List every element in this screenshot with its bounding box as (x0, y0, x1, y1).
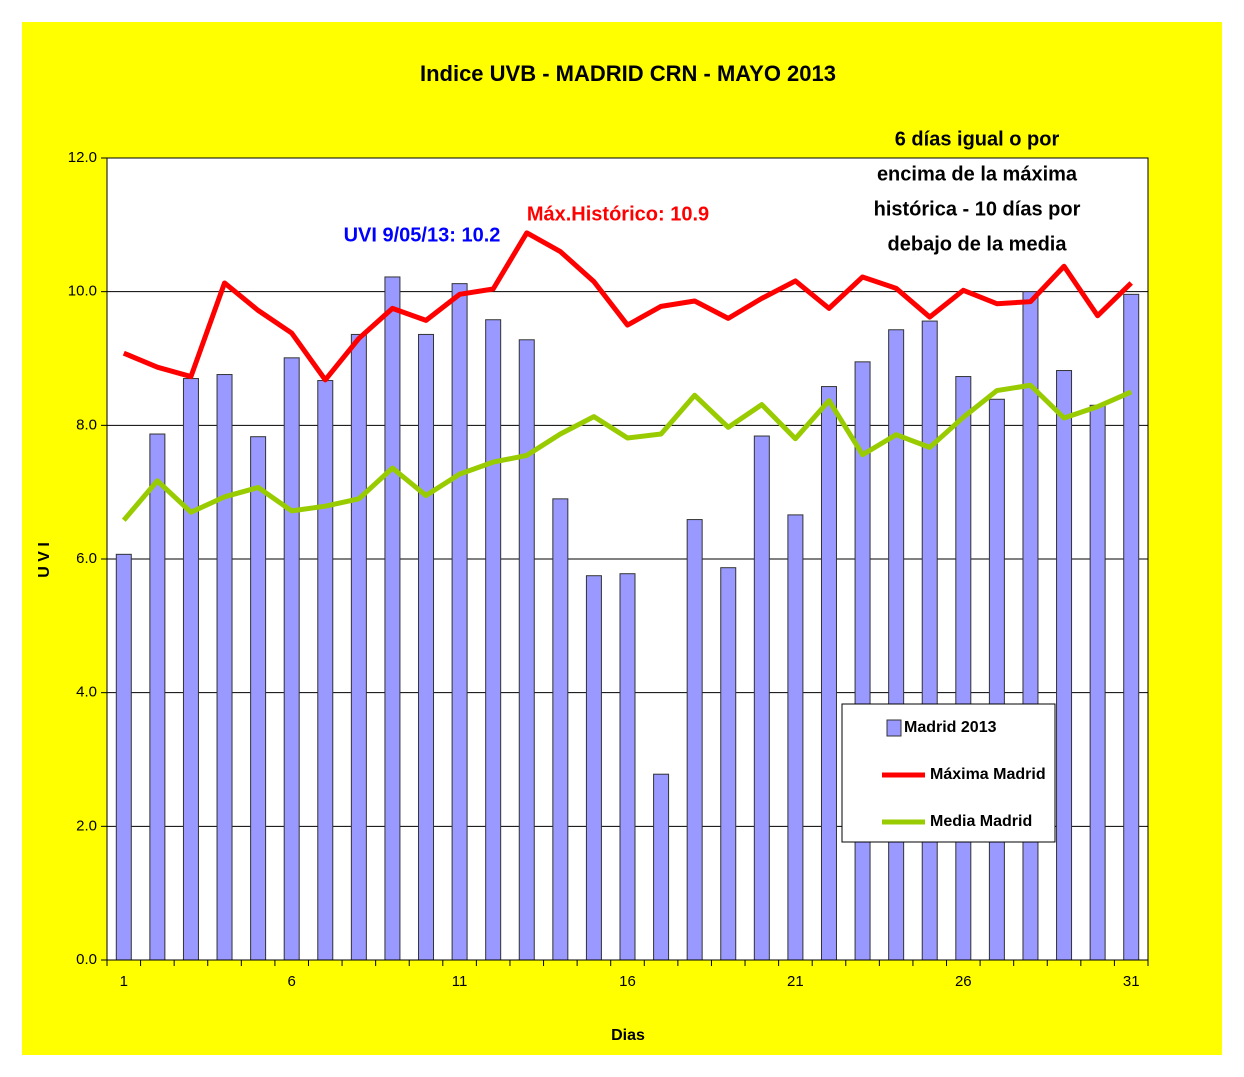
bar (451, 283, 468, 961)
legend-box (841, 703, 1056, 843)
line (121, 382, 1133, 522)
bar (753, 435, 770, 961)
bar (317, 380, 334, 961)
x-axis-label: Dias (611, 1027, 645, 1044)
bar (283, 357, 300, 961)
annotation: encima de la máxima (877, 163, 1078, 185)
y-tick-label: 4.0 (76, 684, 97, 701)
x-tick-label: 16 (619, 973, 636, 990)
x-tick-label: 21 (787, 973, 804, 990)
bar (552, 498, 569, 961)
bar (653, 773, 670, 961)
legend-label: Media Madrid (930, 813, 1032, 830)
bar (115, 553, 132, 961)
bar (1056, 370, 1073, 961)
plot-border (106, 157, 1149, 961)
bar (988, 398, 1005, 961)
bar (955, 376, 972, 961)
legend-label: Máxima Madrid (930, 766, 1046, 783)
annotation: Máx.Histórico: 10.9 (527, 203, 709, 225)
bar (1089, 404, 1106, 961)
bar (250, 436, 267, 961)
legend-swatch (886, 719, 902, 737)
line (122, 230, 1133, 383)
y-tick-label: 8.0 (76, 416, 97, 433)
x-tick-label: 26 (955, 973, 972, 990)
x-tick-label: 1 (120, 973, 128, 990)
y-tick-label: 10.0 (68, 283, 97, 300)
annotation: UVI 9/05/13: 10.2 (344, 224, 501, 246)
legend-label: Madrid 2013 (904, 719, 997, 736)
bar (149, 433, 166, 961)
bar (787, 514, 804, 961)
x-tick-label: 31 (1123, 973, 1140, 990)
x-tick-label: 11 (452, 973, 468, 990)
bar (820, 386, 837, 961)
bar (182, 378, 199, 961)
y-tick-label: 0.0 (76, 951, 97, 968)
x-tick-label: 6 (288, 973, 296, 990)
chart-title: Indice UVB - MADRID CRN - MAYO 2013 (420, 61, 836, 86)
y-tick-label: 6.0 (76, 550, 97, 567)
bar (720, 567, 737, 961)
bar (384, 276, 401, 961)
bar (888, 329, 905, 961)
bar (585, 575, 602, 961)
annotation: histórica - 10 días por (874, 198, 1081, 220)
y-axis-label: U V I (36, 542, 53, 578)
bar (216, 374, 233, 961)
bar (350, 333, 367, 961)
bar (619, 573, 636, 961)
bar (686, 519, 703, 961)
bar (518, 339, 535, 961)
bar (485, 319, 502, 961)
bar (921, 320, 938, 961)
bar (418, 333, 435, 961)
y-tick-label: 2.0 (76, 817, 97, 834)
annotation: debajo de la media (888, 233, 1068, 255)
annotation: 6 días igual o por (895, 128, 1060, 150)
y-tick-label: 12.0 (68, 149, 97, 166)
